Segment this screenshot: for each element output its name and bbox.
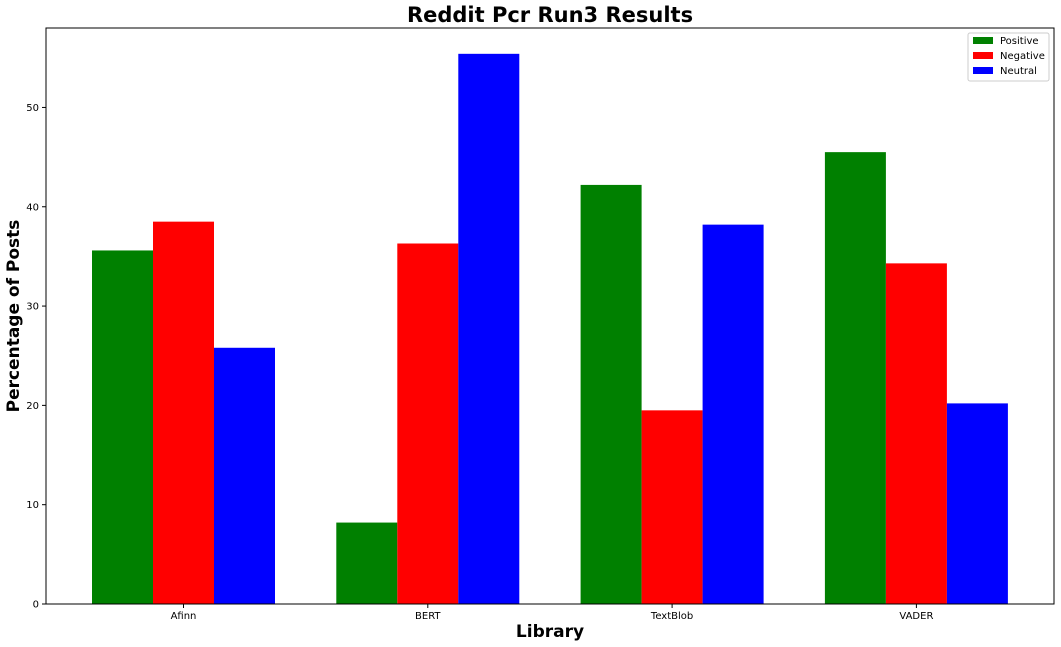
bar-positive-afinn bbox=[92, 250, 153, 604]
x-axis: Afinn BERT TextBlob VADER bbox=[171, 604, 933, 622]
y-axis-label: Percentage of Posts bbox=[4, 220, 24, 413]
x-tick-label: Afinn bbox=[171, 611, 197, 622]
bar-neutral-bert bbox=[458, 53, 520, 605]
legend-swatch-positive bbox=[973, 37, 993, 44]
x-tick-label: VADER bbox=[899, 611, 933, 622]
x-axis-label: Library bbox=[516, 622, 584, 642]
bar-negative-textblob bbox=[641, 410, 703, 604]
y-tick-label: 0 bbox=[33, 600, 39, 611]
bar-neutral-textblob bbox=[702, 224, 764, 605]
legend-swatch-negative bbox=[973, 52, 993, 59]
y-tick-label: 10 bbox=[26, 500, 39, 511]
bar-positive-textblob bbox=[580, 184, 642, 604]
y-axis: 0 10 20 30 40 50 bbox=[26, 103, 46, 611]
bar-neutral-vader bbox=[946, 403, 1008, 604]
chart-title: Reddit Pcr Run3 Results bbox=[407, 3, 693, 27]
y-tick-label: 40 bbox=[26, 202, 39, 213]
bar-neutral-afinn bbox=[214, 347, 275, 604]
x-tick-label: BERT bbox=[415, 611, 441, 622]
y-tick-label: 50 bbox=[26, 103, 39, 114]
bar-positive-bert bbox=[336, 522, 398, 604]
bar-positive-vader bbox=[824, 152, 886, 604]
bar-negative-vader bbox=[885, 263, 947, 604]
legend-label-neutral: Neutral bbox=[1000, 66, 1037, 77]
y-tick-label: 20 bbox=[26, 401, 39, 412]
bar-negative-bert bbox=[397, 243, 459, 604]
plot-frame bbox=[45, 27, 1055, 605]
x-tick-label: TextBlob bbox=[650, 611, 693, 622]
legend-label-negative: Negative bbox=[1000, 51, 1045, 62]
y-tick-label: 30 bbox=[26, 302, 39, 313]
legend-label-positive: Positive bbox=[1000, 36, 1039, 47]
bar-negative-afinn bbox=[153, 221, 214, 605]
legend-swatch-neutral bbox=[973, 67, 993, 74]
legend: Positive Negative Neutral bbox=[967, 32, 1050, 82]
bars-group bbox=[92, 53, 1008, 605]
